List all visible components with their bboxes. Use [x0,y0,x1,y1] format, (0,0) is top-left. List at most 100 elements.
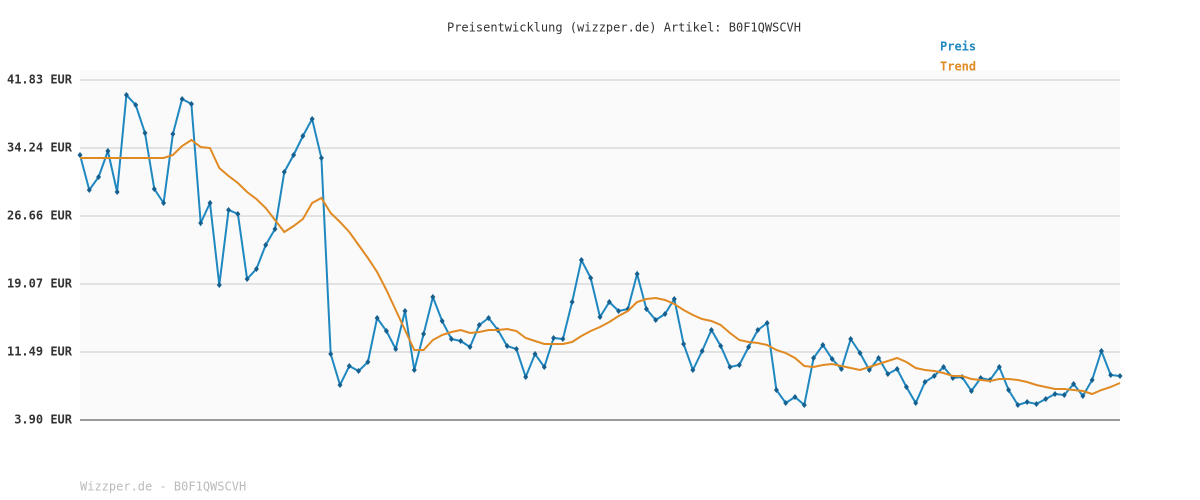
point [811,354,817,361]
point [773,386,779,393]
point [727,364,733,371]
point [690,366,696,373]
point [393,346,399,353]
point [448,335,454,342]
point [1108,372,1114,379]
point [736,361,742,368]
point [272,225,278,232]
point [216,282,222,289]
point [179,96,185,103]
point [588,275,594,282]
point [931,372,937,379]
point [421,331,427,338]
point [681,340,687,347]
point [746,344,752,351]
point [541,364,547,371]
point [318,154,324,161]
point [235,211,241,218]
point [968,387,974,394]
chart-title: Preisentwicklung (wizzper.de) Artikel: B… [447,21,801,35]
point [486,314,492,321]
point [476,321,482,328]
point [801,402,807,409]
point [430,294,436,301]
point [699,347,705,354]
point [1015,402,1021,409]
legend-label: Preis [940,40,976,54]
point [77,152,83,159]
point [838,365,844,372]
point [281,168,287,175]
point [616,307,622,314]
point [263,242,269,249]
point [523,373,529,380]
point [597,314,603,321]
point [374,314,380,321]
point [578,256,584,263]
point [458,338,464,345]
point [300,133,306,140]
point [244,275,250,282]
point [532,351,538,358]
point [226,206,232,213]
point [1117,372,1123,379]
point [820,341,826,348]
point [848,335,854,342]
point [1080,392,1086,399]
point [1033,401,1039,408]
point [894,365,900,372]
point [829,355,835,362]
point [857,350,863,357]
point [96,173,102,180]
point [764,320,770,327]
point [365,359,371,366]
footer: Wizzper.de - B0F1QWSCVH [80,480,246,494]
point [792,393,798,400]
point [1006,386,1012,393]
legend-label: Trend [940,60,976,74]
point [291,152,297,159]
point [151,186,157,193]
point [402,307,408,314]
point [560,335,566,342]
point [634,270,640,277]
point [198,219,204,226]
point [383,327,389,334]
point [1071,380,1077,387]
point [513,346,519,353]
point [309,115,315,122]
series-line [80,138,1121,396]
point [569,299,575,306]
point [903,384,909,391]
point [188,101,194,108]
point [1052,391,1058,398]
y-tick-label: 41.83 EUR [7,73,73,87]
point [356,367,362,374]
point [662,310,668,317]
point [467,344,473,351]
y-tick-label: 11.49 EUR [7,344,73,358]
point [161,199,167,206]
y-tick-label: 26.66 EUR [7,208,73,222]
point [439,318,445,325]
point [328,351,334,358]
point [337,382,343,389]
plot-area [80,70,1120,420]
point [1098,347,1104,354]
point [718,342,724,349]
y-tick-label: 3.90 EUR [14,413,73,427]
point [346,363,352,370]
point [876,354,882,361]
point [606,299,612,306]
point [253,265,259,272]
point [783,399,789,406]
point [123,91,129,98]
point [504,342,510,349]
point [708,327,714,334]
point [170,130,176,137]
point [643,306,649,313]
point [996,364,1002,371]
point [142,129,148,136]
point [671,295,677,302]
